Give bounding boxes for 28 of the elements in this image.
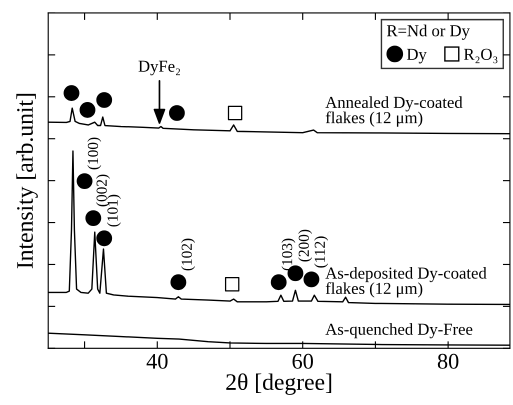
point xyxy=(85,210,102,226)
point xyxy=(76,173,92,190)
annotation: (100) xyxy=(87,138,102,170)
point xyxy=(270,274,287,290)
legend-label: Dy xyxy=(406,48,427,64)
x-tick-label: 80 xyxy=(438,354,458,369)
point xyxy=(64,85,80,102)
x-axis-title: 2θ [degree] xyxy=(226,373,332,395)
annotation: (102) xyxy=(181,238,196,270)
y-axis-title: Intensity [arb.unit] xyxy=(16,94,38,268)
point xyxy=(169,105,185,121)
point xyxy=(224,277,240,292)
series-label: As-deposited Dy-coated flakes (12 μm) xyxy=(325,267,487,298)
legend-title: R=Nd or Dy xyxy=(386,24,470,40)
point xyxy=(96,92,112,108)
series-label: Annealed Dy-coated flakes (12 μm) xyxy=(325,96,462,127)
series-label: As-quenched Dy-Free xyxy=(325,323,472,338)
x-tick-label: 40 xyxy=(146,354,168,369)
legend-label: R₂O₃ xyxy=(464,48,498,64)
annotation: (112) xyxy=(314,236,328,268)
point xyxy=(80,102,96,118)
point xyxy=(304,271,320,288)
point xyxy=(228,106,242,120)
x-tick-label: 60 xyxy=(292,354,313,369)
point xyxy=(96,230,112,246)
annotation: (200) xyxy=(298,230,312,262)
annotation: DyFe₂ xyxy=(138,60,180,76)
point xyxy=(170,274,186,290)
